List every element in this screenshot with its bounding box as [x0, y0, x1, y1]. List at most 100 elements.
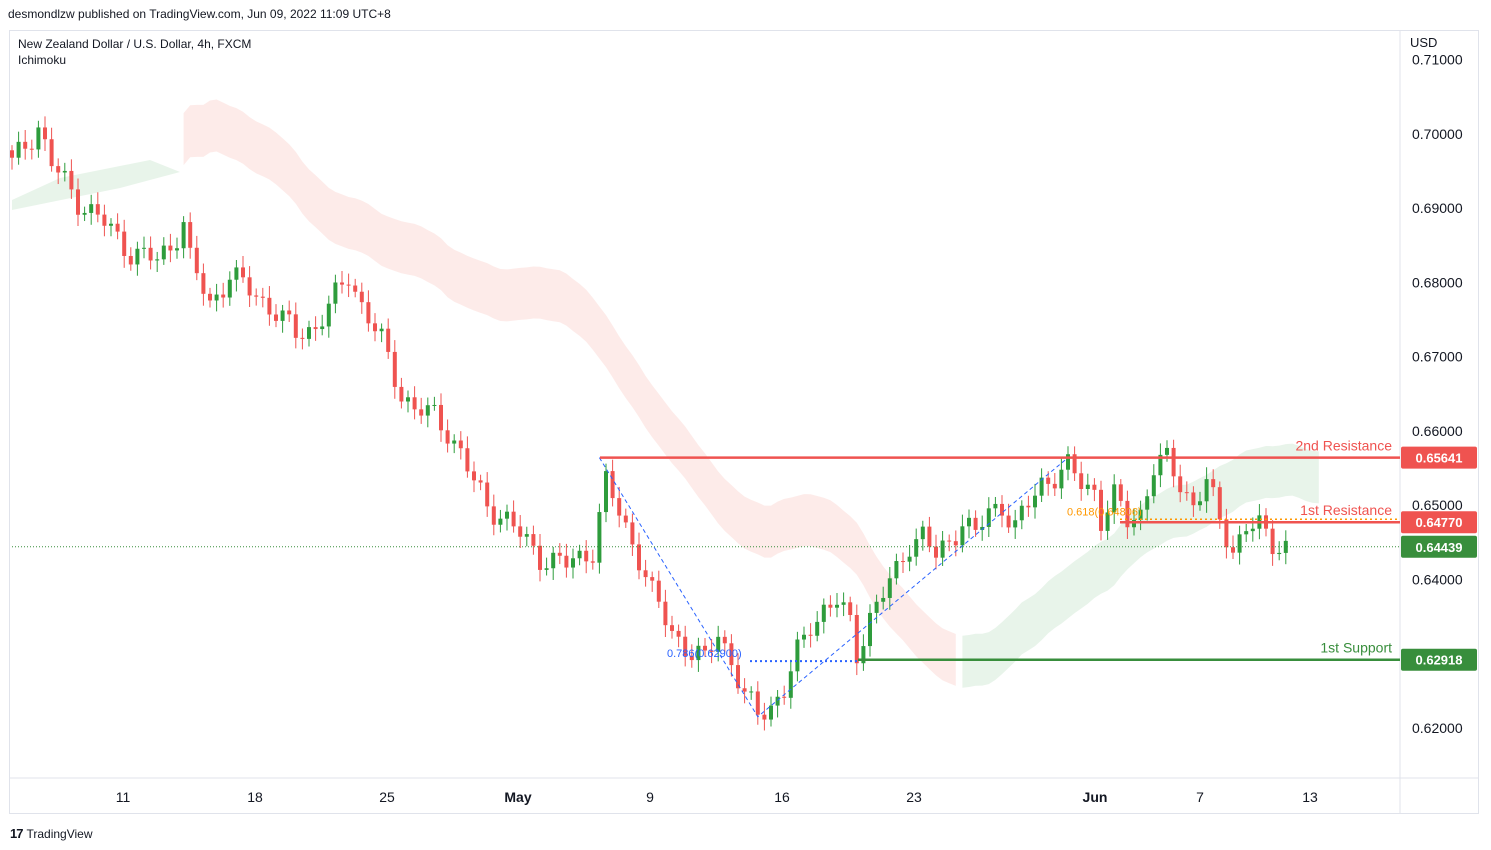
candle-body [399, 386, 404, 402]
candle-body [1033, 495, 1037, 508]
candle-body [1112, 484, 1117, 513]
candle-body [617, 498, 622, 516]
candle-body [841, 602, 846, 605]
candle-body [920, 526, 925, 540]
candle-body [894, 561, 899, 579]
candle-body [722, 636, 727, 644]
level-name: 1st Support [1320, 640, 1392, 656]
indicator-label[interactable]: Ichimoku [18, 53, 67, 67]
candle-body [491, 506, 496, 525]
candle-body [821, 604, 826, 622]
candle-body [854, 614, 859, 664]
candle-body [181, 222, 186, 249]
candle-body [1013, 520, 1018, 528]
candle-body [1019, 505, 1024, 521]
levels: 2nd Resistance 0.65641 1st Resistance 0.647… [12, 438, 1477, 671]
candle-body [670, 625, 674, 631]
candle-body [76, 189, 80, 215]
time-tick: Jun [1083, 789, 1108, 805]
candle-body [953, 541, 958, 546]
candle-body [1244, 531, 1249, 535]
fib-label-0618: 0.618(0.64806) [1067, 506, 1142, 518]
candle-body [637, 544, 641, 571]
candle-body [478, 480, 483, 483]
candle-body [293, 314, 298, 338]
candle-body [914, 539, 919, 557]
level-price-tag [1401, 446, 1477, 469]
candle-body [1178, 476, 1183, 493]
time-tick: May [504, 789, 531, 805]
publish-info: desmondlzw published on TradingView.com,… [8, 7, 391, 21]
candle-body [135, 248, 140, 265]
candle-body [155, 259, 160, 261]
candle-body [1099, 489, 1103, 531]
candle-body [452, 440, 457, 444]
candle-body [815, 621, 820, 636]
candle-body [386, 328, 391, 352]
candle-body [947, 540, 952, 542]
footer[interactable]: 17 TradingView [10, 826, 93, 841]
candle-body [861, 646, 866, 664]
candle-body [128, 255, 133, 265]
candle-body [412, 397, 417, 410]
candle-body [584, 550, 589, 562]
candle-body [1204, 479, 1209, 502]
candle-body [1118, 484, 1123, 501]
candle-body [1085, 484, 1090, 489]
candle-body [980, 526, 985, 530]
candle-body [716, 636, 721, 652]
candle-body [663, 601, 668, 626]
level-price-tag [1401, 511, 1477, 534]
candle-body [1026, 505, 1031, 508]
candle-body [736, 665, 740, 689]
candle-body [49, 139, 54, 167]
candle-body [432, 404, 437, 406]
candle-body [465, 448, 470, 472]
candle-body [993, 503, 998, 509]
candle-body [577, 550, 582, 559]
last-price-tag [1401, 535, 1477, 558]
price-tick: 0.67000 [1412, 349, 1463, 365]
ichimoku-cloud [12, 99, 1319, 688]
candle-body [689, 655, 694, 661]
candle-body [340, 282, 344, 285]
candle-body [274, 314, 278, 321]
candle-body [1250, 528, 1255, 532]
candle-body [194, 247, 199, 274]
candle-body [643, 570, 648, 578]
symbol-title: New Zealand Dollar / U.S. Dollar, 4h, FX… [18, 37, 252, 51]
level-price: 0.64770 [1416, 515, 1463, 530]
tradingview-logo: 17 [10, 826, 24, 841]
candle-body [142, 247, 146, 249]
candle-body [604, 471, 608, 513]
candle-body [630, 522, 635, 545]
candle-body [775, 696, 780, 706]
candle-body [439, 404, 443, 431]
candle-body [557, 552, 562, 556]
candle-body [320, 326, 325, 330]
candle-body [161, 245, 166, 260]
candle-body [1079, 473, 1084, 489]
candle-body [828, 604, 833, 608]
candle-body [1066, 454, 1070, 470]
fib-label-0786: 0.786(0.62900) [667, 648, 742, 660]
candle-body [656, 580, 661, 602]
candle-body [1231, 547, 1235, 553]
time-tick: 13 [1302, 789, 1318, 805]
candle-body [267, 297, 272, 315]
candle-body [188, 222, 193, 248]
candle-body [769, 705, 773, 720]
candle-body [472, 471, 476, 481]
candle-body [676, 630, 681, 637]
candle-body [940, 540, 945, 558]
candle-body [683, 636, 688, 656]
candle-body [1171, 447, 1176, 477]
candle-body [346, 284, 351, 286]
time-tick: 16 [774, 789, 790, 805]
level-price: 0.62918 [1416, 653, 1463, 668]
candle-body [1184, 492, 1189, 494]
price-tick: 0.64000 [1412, 571, 1463, 587]
candle-body [333, 282, 338, 304]
symbol-legend[interactable]: New Zealand Dollar / U.S. Dollar, 4h, FX… [18, 36, 251, 68]
